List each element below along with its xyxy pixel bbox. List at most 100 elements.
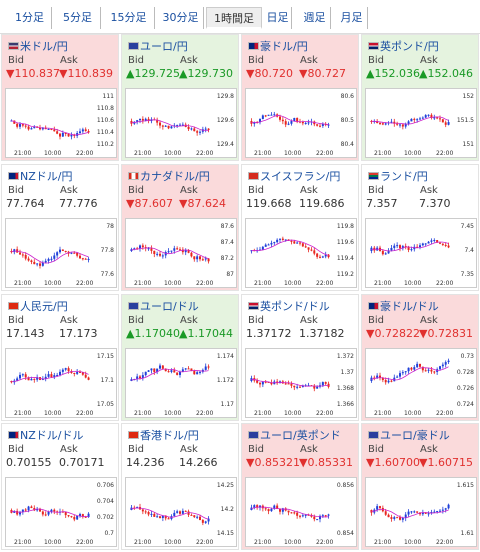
pair-title[interactable]: 英ポンド/円 [368, 38, 439, 53]
candle-body [436, 510, 439, 512]
mini-candlestick-chart[interactable]: 78 77.8 77.6 21:00 10:00 22:00 [5, 218, 117, 288]
bid-label: Bid [248, 315, 264, 326]
ask-value: ▼87.624 [179, 197, 226, 210]
mini-candlestick-chart[interactable]: 17.15 17.1 17.05 21:00 10:00 22:00 [5, 348, 117, 418]
candle-body [61, 249, 64, 251]
candle-body [176, 511, 179, 513]
rates-grid: 米ドル/円 Bid Ask ▼110.837 ▼110.839 111 110.8 110.6… [0, 34, 480, 552]
candle-body [299, 242, 301, 244]
pair-title[interactable]: ユーロ/円 [128, 38, 188, 53]
mini-candlestick-chart[interactable]: 1.372 1.37 1.368 1.366 21:00 10:00 22:00 [245, 348, 357, 418]
rate-card[interactable]: ユーロ/円 Bid Ask ▲129.725 ▲129.730 129.8 129.6 129… [121, 34, 239, 161]
candle-body [170, 126, 173, 129]
pair-title[interactable]: 英ポンド/ドル [248, 298, 330, 313]
tab-1[interactable]: 5分足 [55, 7, 101, 29]
candle-body [270, 382, 273, 385]
candle-body [13, 249, 16, 253]
pair-title[interactable]: ユーロ/豪ドル [368, 427, 450, 442]
pair-title[interactable]: 人民元/円 [8, 298, 68, 313]
candle-body [281, 238, 284, 240]
candle-body [444, 508, 447, 510]
pair-title[interactable]: 米ドル/円 [8, 38, 68, 53]
candle-body [64, 511, 67, 516]
candle-body [407, 247, 410, 250]
candle-body [396, 123, 399, 125]
rate-card[interactable]: 英ポンド/円 Bid Ask ▲152.036 ▲152.046 152 151.5 151 2… [361, 34, 479, 161]
mini-candlestick-chart[interactable]: 0.856 0.854 21:00 10:00 22:00 [245, 477, 357, 547]
candle-body [321, 382, 324, 386]
rate-card[interactable]: NZドル/円 Bid Ask 77.764 77.776 78 77.8 77.6 21:00 1… [1, 164, 119, 291]
mini-candlestick-chart[interactable]: 1.615 1.61 21:00 10:00 22:00 [365, 477, 477, 547]
tab-0[interactable]: 1分足 [8, 7, 52, 29]
candle-body [416, 119, 419, 121]
pair-title[interactable]: ユーロ/ドル [128, 298, 199, 313]
rate-card[interactable]: スイスフラン/円 Bid Ask 119.668 119.686 119.8 119.6 11… [241, 164, 359, 291]
mini-candlestick-chart[interactable]: 7.45 7.4 7.35 21:00 10:00 22:00 [365, 218, 477, 288]
rate-card[interactable]: ユーロ/英ポンド Bid Ask ▼0.85321 ▼0.85331 0.856 0.854… [241, 423, 359, 550]
candle-body [207, 128, 210, 131]
x-tick-label: 22:00 [316, 410, 334, 417]
tab-5[interactable]: 日足 [264, 7, 292, 29]
mini-candlestick-chart[interactable]: 119.8 119.6 119.4 119.2 21:00 10:00 22:00 [245, 218, 357, 288]
rate-card[interactable]: 英ポンド/ドル Bid Ask 1.37172 1.37182 1.372 1.37 1.36… [241, 294, 359, 421]
tab-3[interactable]: 30分足 [158, 7, 204, 29]
pair-title[interactable]: ユーロ/英ポンド [248, 427, 341, 442]
rate-card[interactable]: 人民元/円 Bid Ask 17.143 17.173 17.15 17.1 17.05 21:… [1, 294, 119, 421]
mini-candlestick-chart[interactable]: 1.174 1.172 1.17 21:00 10:00 22:00 [125, 348, 237, 418]
pair-name: ユーロ/円 [140, 40, 188, 53]
rate-card[interactable]: 米ドル/円 Bid Ask ▼110.837 ▼110.839 111 110.8 110.6… [1, 34, 119, 161]
pair-title[interactable]: NZドル/ドル [8, 427, 83, 442]
candle-body [147, 118, 150, 122]
pair-title[interactable]: スイスフラン/円 [248, 168, 340, 183]
candle-body [267, 509, 270, 512]
candle-body [433, 371, 436, 373]
pair-title[interactable]: NZドル/円 [8, 168, 72, 183]
candle-body [79, 514, 81, 516]
rate-card[interactable]: カナダドル/円 Bid Ask ▼87.607 ▼87.624 87.6 87.4 87.2 8… [121, 164, 239, 291]
candle-body [256, 505, 259, 508]
rate-card[interactable]: ユーロ/豪ドル Bid Ask ▼1.60700 ▼1.60715 1.615 1.61 21… [361, 423, 479, 550]
pair-title[interactable]: 香港ドル/円 [128, 427, 199, 442]
mini-candlestick-chart[interactable]: 152 151.5 151 21:00 10:00 22:00 [365, 88, 477, 158]
pair-title[interactable]: カナダドル/円 [128, 168, 210, 183]
mini-candlestick-chart[interactable]: 80.6 80.5 80.4 21:00 10:00 22:00 [245, 88, 357, 158]
candle-body [153, 368, 156, 373]
candle-body [33, 126, 36, 129]
mini-candlestick-chart[interactable]: 14.25 14.2 14.15 21:00 10:00 22:00 [125, 477, 237, 547]
candle-body [293, 117, 296, 122]
mini-candlestick-chart[interactable]: 0.73 0.728 0.726 0.724 21:00 10:00 22:00 [365, 348, 477, 418]
rate-card[interactable]: 豪ドル/ドル Bid Ask ▼0.72822 ▼0.72831 0.73 0.728 0.7… [361, 294, 479, 421]
pair-title[interactable]: 豪ドル/ドル [368, 298, 439, 313]
rate-card[interactable]: 香港ドル/円 Bid Ask 14.236 14.266 14.25 14.2 14.15 21… [121, 423, 239, 550]
candle-body [44, 514, 47, 516]
rate-card[interactable]: ランド/円 Bid Ask 7.357 7.370 7.45 7.4 7.35 21:00 10:… [361, 164, 479, 291]
mini-candlestick-chart[interactable]: 0.706 0.704 0.702 0.7 21:00 10:00 22:00 [5, 477, 117, 547]
candle-body [64, 132, 67, 134]
rate-card[interactable]: NZドル/ドル Bid Ask 0.70155 0.70171 0.706 0.704 0.7… [1, 423, 119, 550]
candle-body [21, 254, 24, 256]
candle-body [370, 247, 373, 251]
tab-4[interactable]: 1時間足 [206, 7, 262, 29]
mini-candlestick-chart[interactable]: 129.8 129.6 129.4 21:00 10:00 22:00 [125, 88, 237, 158]
mini-candlestick-chart[interactable]: 111 110.8 110.6 110.4 110.2 21:00 10:00 22:00 [5, 88, 117, 158]
candle-body [396, 517, 399, 519]
pair-title[interactable]: ランド/円 [368, 168, 428, 183]
bid-label: Bid [128, 444, 144, 455]
candle-body [70, 252, 73, 254]
tab-6[interactable]: 週足 [299, 7, 331, 29]
tab-2[interactable]: 15分足 [103, 7, 155, 29]
candle-body [410, 118, 413, 122]
rate-card[interactable]: 豪ドル/円 Bid Ask ▼80.720 ▼80.727 80.6 80.5 80.4 21:… [241, 34, 359, 161]
tab-7[interactable]: 月足 [336, 7, 368, 29]
candle-body [293, 512, 296, 514]
pair-title[interactable]: 豪ドル/円 [248, 38, 308, 53]
bid-label: Bid [368, 315, 384, 326]
mini-candlestick-chart[interactable]: 87.6 87.4 87.2 87 21:00 10:00 22:00 [125, 218, 237, 288]
timeframe-tabs: 1分足 5分足 15分足 30分足 1時間足 日足 週足 月足 [0, 0, 480, 34]
rate-card[interactable]: ユーロ/ドル Bid Ask ▲1.17040 ▲1.17044 1.174 1.172 1.… [121, 294, 239, 421]
candle-body [16, 378, 19, 381]
x-tick-label: 10:00 [164, 539, 182, 546]
ask-value: ▲1.17044 [179, 327, 233, 340]
candle-body [139, 376, 141, 379]
candle-body [39, 127, 41, 130]
